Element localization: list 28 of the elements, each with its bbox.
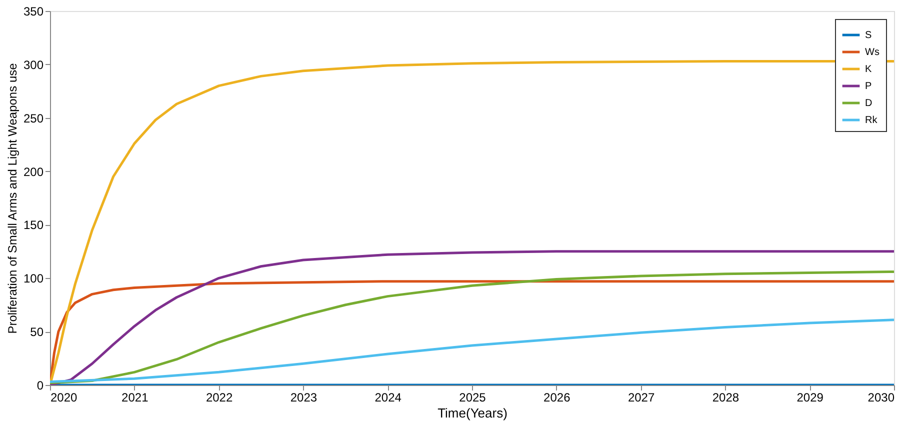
x-tick-label: 2024 (374, 390, 402, 404)
x-tick-label: 2027 (628, 390, 655, 404)
y-tick-label: 0 (36, 378, 44, 392)
x-tick-label: 2023 (290, 390, 318, 404)
x-tick-label: 2030 (868, 390, 895, 404)
x-tick-label: 2022 (206, 390, 233, 404)
legend-label: Ws (865, 47, 880, 58)
y-axis-title: Proliferation of Small Arms and Light Weapons use (5, 62, 20, 334)
y-tick-label: 50 (30, 325, 44, 340)
legend-label: Rk (865, 115, 878, 126)
x-tick-label: 2029 (796, 390, 824, 404)
x-tick-label: 2028 (712, 390, 740, 404)
y-tick-label: 100 (23, 272, 44, 286)
y-tick-label: 200 (23, 164, 44, 179)
y-tick-label: 150 (23, 218, 44, 232)
y-tick-label: 350 (23, 4, 44, 18)
legend-label: K (865, 64, 872, 75)
legend-label: S (865, 30, 872, 41)
x-axis-title: Time(Years) (438, 406, 508, 420)
x-tick-label: 2021 (122, 390, 149, 404)
x-tick-label: 2025 (459, 390, 486, 404)
legend-label: P (865, 81, 872, 92)
y-tick-label: 300 (23, 58, 44, 72)
line-series (50, 318, 894, 384)
legend-label: D (865, 98, 872, 109)
y-tick-label: 250 (23, 111, 44, 126)
x-tick-label: 2020 (50, 390, 78, 404)
x-tick-label: 2026 (544, 390, 571, 404)
